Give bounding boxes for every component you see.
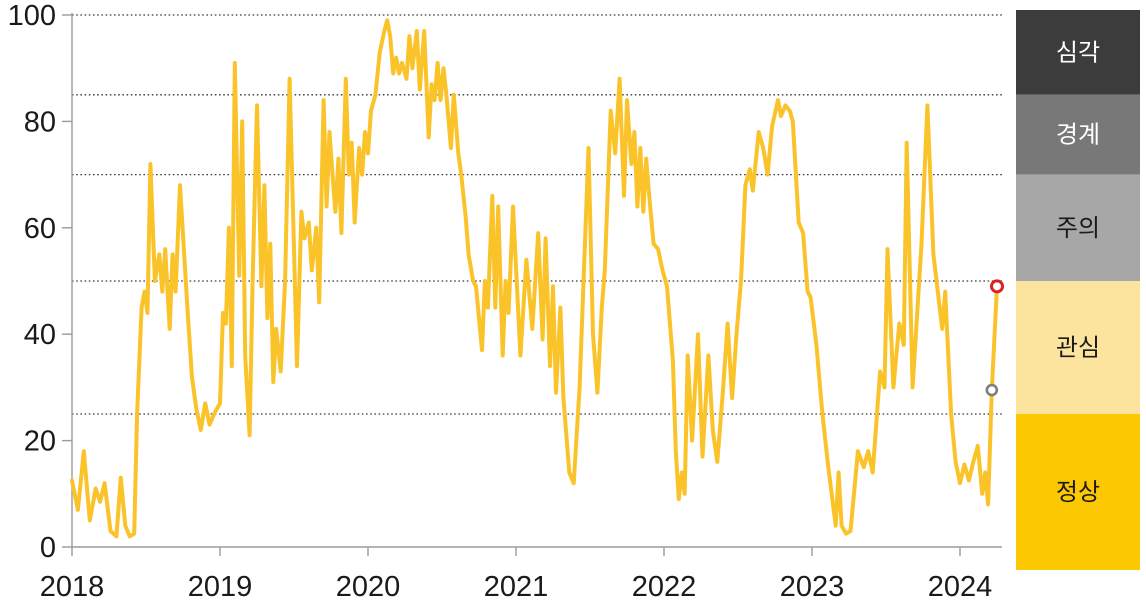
x-tick-label-2020: 2020 bbox=[336, 571, 401, 603]
y-tick-label-80: 80 bbox=[24, 106, 56, 138]
gridlines-layer bbox=[72, 14, 1002, 415]
y-tick-label-0: 0 bbox=[40, 532, 56, 564]
legend-band-alert bbox=[1016, 94, 1140, 175]
legend-band-attention bbox=[1016, 281, 1140, 414]
marker-current-point bbox=[990, 279, 1004, 294]
legend-label-alert: 경계 bbox=[1056, 122, 1100, 149]
x-tick-label-2024: 2024 bbox=[928, 571, 993, 603]
axes-layer bbox=[62, 13, 1002, 556]
x-tick-label-2018: 2018 bbox=[40, 571, 105, 603]
y-tick-label-40: 40 bbox=[24, 319, 56, 351]
markers-layer bbox=[985, 279, 1004, 397]
legend-label-severe: 심각 bbox=[1056, 39, 1100, 66]
axis-labels-layer: 0 20 40 60 80 100 2018 2019 2020 2021 2022 2023 2024 bbox=[8, 0, 993, 603]
index-line bbox=[70, 18, 999, 539]
legend-band-severe bbox=[1016, 10, 1140, 95]
marker-previous-point bbox=[985, 383, 999, 397]
legend-label-attention: 관심 bbox=[1056, 335, 1100, 362]
legend-label-caution: 주의 bbox=[1056, 215, 1100, 242]
x-tick-label-2021: 2021 bbox=[484, 571, 549, 603]
y-tick-label-60: 60 bbox=[24, 213, 56, 245]
legend-band-normal bbox=[1016, 414, 1140, 570]
legend-band-caution bbox=[1016, 174, 1140, 281]
x-tick-label-2019: 2019 bbox=[188, 571, 253, 603]
legend-label-normal: 정상 bbox=[1056, 479, 1100, 506]
series-layer bbox=[70, 18, 999, 539]
x-tick-label-2023: 2023 bbox=[780, 571, 845, 603]
y-tick-label-20: 20 bbox=[24, 426, 56, 458]
x-tick-label-2022: 2022 bbox=[632, 571, 697, 603]
y-tick-label-100: 100 bbox=[8, 0, 56, 32]
